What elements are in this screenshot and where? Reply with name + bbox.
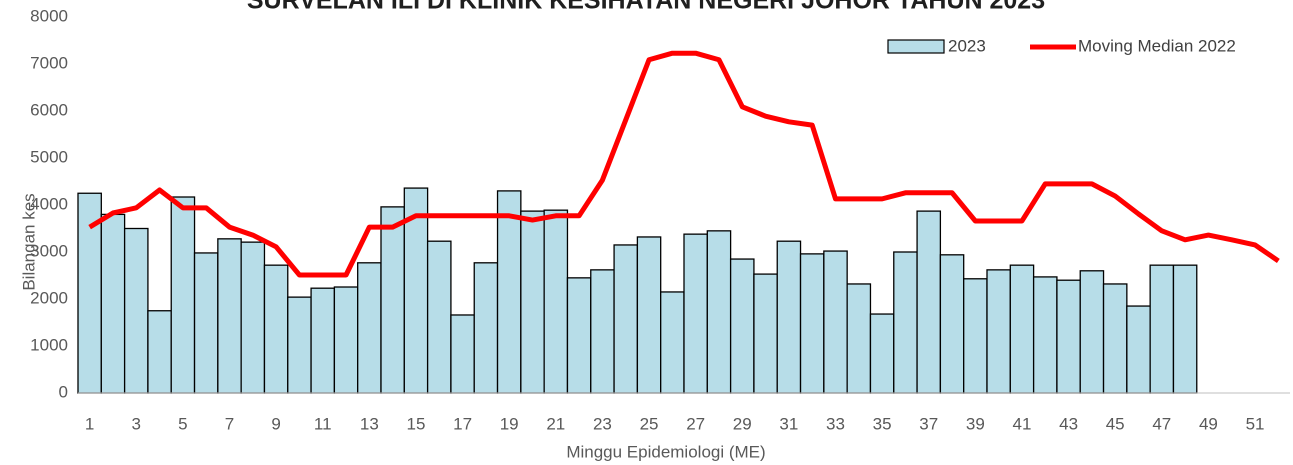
- bar: [520, 210, 545, 394]
- legend-label: Moving Median 2022: [1078, 36, 1236, 55]
- bar: [193, 252, 219, 394]
- bar: [916, 210, 942, 394]
- bar: [1149, 264, 1175, 394]
- bar: [1102, 283, 1128, 394]
- bar: [939, 254, 965, 394]
- bar: [1032, 276, 1058, 394]
- y-tick-label: 8000: [30, 6, 68, 25]
- x-tick-label: 45: [1106, 414, 1125, 433]
- x-tick-label: 29: [733, 414, 752, 433]
- y-tick-label: 5000: [30, 147, 68, 166]
- bar: [753, 273, 778, 394]
- bar: [333, 286, 359, 394]
- bar: [1172, 264, 1198, 394]
- bar: [869, 313, 895, 394]
- bar: [100, 213, 126, 394]
- x-tick-label: 37: [919, 414, 938, 433]
- bar: [963, 278, 988, 394]
- x-tick-label: 17: [453, 414, 472, 433]
- bar: [683, 233, 708, 394]
- x-tick-label: 47: [1152, 414, 1171, 433]
- x-tick-label: 49: [1199, 414, 1218, 433]
- y-tick-label: 4000: [30, 194, 68, 213]
- y-tick-label: 3000: [30, 241, 68, 260]
- legend-swatch: [887, 39, 945, 54]
- x-tick-label: 21: [546, 414, 565, 433]
- x-tick-label: 15: [407, 414, 426, 433]
- bar: [590, 269, 615, 394]
- bar: [170, 196, 196, 394]
- bar: [450, 314, 475, 394]
- y-tick-label: 2000: [30, 288, 68, 307]
- bar: [217, 238, 242, 394]
- x-tick-label: 33: [826, 414, 845, 433]
- bar: [380, 206, 405, 394]
- bar: [776, 240, 802, 394]
- y-axis-label: Bilangan kes: [19, 193, 38, 290]
- bar: [1009, 264, 1035, 394]
- chart-title: SURVELAN ILI DI KLINIK KESIHATAN NEGERI …: [247, 0, 1045, 15]
- x-tick-label: 43: [1059, 414, 1078, 433]
- bar: [123, 227, 149, 394]
- bar: [729, 258, 755, 394]
- x-tick-label: 41: [1013, 414, 1032, 433]
- bar: [287, 296, 312, 394]
- x-tick-label: 1: [85, 414, 94, 433]
- bar: [566, 277, 592, 394]
- bar: [240, 241, 266, 394]
- x-tick-label: 11: [314, 414, 332, 433]
- x-tick-label: 35: [873, 414, 892, 433]
- y-tick-label: 6000: [30, 100, 68, 119]
- bar: [893, 251, 918, 394]
- bar: [660, 291, 685, 394]
- x-tick-label: 27: [686, 414, 705, 433]
- bar: [1079, 270, 1105, 394]
- line: [88, 50, 1280, 278]
- y-tick-label: 7000: [30, 53, 68, 72]
- x-tick-label: 19: [500, 414, 519, 433]
- bar: [823, 250, 848, 394]
- x-tick-label: 39: [966, 414, 985, 433]
- bar: [147, 310, 172, 394]
- x-tick-label: 51: [1246, 414, 1265, 433]
- bar: [473, 262, 499, 394]
- legend-label: 2023: [948, 36, 986, 55]
- x-tick-label: 25: [640, 414, 659, 433]
- bar: [1056, 279, 1081, 394]
- x-axis-label: Minggu Epidemiologi (ME): [566, 442, 765, 461]
- x-tick-label: 13: [360, 414, 379, 433]
- x-tick-label: 3: [132, 414, 141, 433]
- bar: [636, 236, 662, 394]
- bar: [1126, 305, 1151, 394]
- x-tick-label: 7: [225, 414, 234, 433]
- x-tick-label: 31: [779, 414, 798, 433]
- bar: [426, 240, 452, 394]
- x-tick-label: 23: [593, 414, 612, 433]
- bar: [706, 230, 732, 394]
- x-tick-label: 5: [178, 414, 187, 433]
- bar: [799, 253, 825, 394]
- x-tick-label: 9: [271, 414, 280, 433]
- bar: [613, 244, 639, 394]
- bar: [263, 264, 289, 394]
- bar: [986, 269, 1011, 394]
- bar: [543, 209, 569, 394]
- bar: [846, 283, 872, 394]
- bar: [357, 262, 382, 394]
- y-tick-label: 1000: [30, 335, 68, 354]
- y-tick-label: 0: [59, 382, 68, 401]
- bar: [496, 190, 522, 394]
- bar: [310, 287, 336, 394]
